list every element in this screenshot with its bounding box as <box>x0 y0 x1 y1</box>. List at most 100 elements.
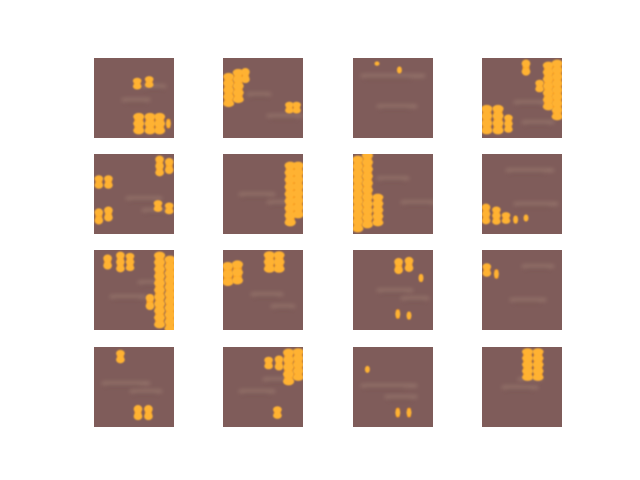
bright-column <box>164 202 174 215</box>
bright-column <box>264 356 273 370</box>
tile-r4-c1 <box>94 347 174 427</box>
bright-column <box>361 154 373 229</box>
bright-column <box>522 348 534 381</box>
bright-column <box>292 161 303 219</box>
bright-column <box>283 348 295 386</box>
bright-column <box>133 405 143 421</box>
streak-mark <box>134 393 157 395</box>
tile-r2-c4 <box>482 154 562 234</box>
bright-column <box>482 203 491 225</box>
streak-mark <box>506 389 532 391</box>
streak-mark <box>275 308 292 310</box>
streak-mark <box>514 101 546 104</box>
streak-mark <box>247 93 271 96</box>
tile-image <box>94 154 174 234</box>
bright-column <box>394 258 403 274</box>
bright-column <box>542 61 554 111</box>
streak-mark <box>271 204 291 206</box>
streak-mark <box>365 387 405 390</box>
streak-mark <box>506 169 554 172</box>
tile-background <box>482 250 562 330</box>
tile-background <box>353 58 433 138</box>
bright-column <box>374 61 380 66</box>
streak-mark <box>243 393 269 395</box>
tile-r1-c3 <box>353 58 433 138</box>
streak-mark <box>102 382 150 385</box>
tile-image <box>353 250 433 330</box>
tile-r3-c3 <box>353 250 433 330</box>
bright-column <box>94 208 104 225</box>
tile-image <box>223 250 303 330</box>
bright-column <box>145 294 155 310</box>
streak-mark <box>142 284 162 286</box>
bright-column <box>164 255 174 330</box>
bright-column <box>492 104 504 135</box>
bright-column <box>364 365 370 373</box>
streak-mark <box>510 298 546 302</box>
streak-mark <box>110 295 146 298</box>
bright-column <box>501 212 511 224</box>
streak-mark <box>522 381 539 383</box>
bright-column <box>482 104 493 135</box>
tile-image <box>94 58 174 138</box>
tile-r1-c2 <box>223 58 303 138</box>
bright-column <box>532 348 544 381</box>
tile-image <box>353 347 433 427</box>
streak-mark <box>405 300 425 302</box>
streak-mark <box>365 77 410 80</box>
streak-mark <box>142 85 166 88</box>
streak-mark <box>263 378 291 381</box>
tile-r3-c4 <box>482 250 562 330</box>
tile-r3-c1 <box>94 250 174 330</box>
streak-mark <box>381 108 409 110</box>
streak-mark <box>130 390 162 393</box>
bright-column <box>292 348 303 381</box>
bright-column <box>273 406 282 419</box>
streak-mark <box>401 201 433 204</box>
tile-r3-c2 <box>223 250 303 330</box>
streak-mark <box>130 200 156 202</box>
tile-image <box>353 58 433 138</box>
bright-column <box>406 311 412 320</box>
streak-mark <box>251 96 268 98</box>
bright-column <box>223 72 235 108</box>
tile-image <box>353 154 433 234</box>
bright-column <box>535 79 544 93</box>
bright-column <box>284 161 296 227</box>
bright-column <box>418 274 424 282</box>
tile-r2-c2 <box>223 154 303 234</box>
streak-mark <box>401 297 429 300</box>
tile-r1-c1 <box>94 58 174 138</box>
streak-mark <box>377 289 413 292</box>
bright-column <box>132 77 142 90</box>
bright-column <box>551 59 562 121</box>
bright-column <box>372 193 384 227</box>
bright-column <box>482 263 492 277</box>
streak-mark <box>146 212 166 214</box>
streak-mark <box>267 381 287 383</box>
streak-mark <box>146 88 163 90</box>
bright-column <box>395 407 401 418</box>
bright-column <box>223 262 234 286</box>
streak-mark <box>377 105 417 108</box>
bright-column <box>292 101 301 114</box>
bright-column <box>404 256 414 272</box>
bright-column <box>144 76 154 88</box>
bright-column <box>521 59 531 76</box>
bright-column <box>396 66 402 74</box>
bright-column <box>116 251 125 273</box>
streak-mark <box>239 390 275 393</box>
bright-column <box>285 101 294 114</box>
streak-mark <box>526 268 549 270</box>
bright-column <box>144 112 156 135</box>
bright-column <box>144 405 153 421</box>
streak-mark <box>255 296 278 298</box>
tile-r4-c4 <box>482 347 562 427</box>
bright-column <box>523 214 529 222</box>
bright-column <box>492 206 501 225</box>
streak-mark <box>267 201 295 204</box>
tile-image <box>482 250 562 330</box>
tile-r2-c3 <box>353 154 433 234</box>
tile-image <box>482 347 562 427</box>
